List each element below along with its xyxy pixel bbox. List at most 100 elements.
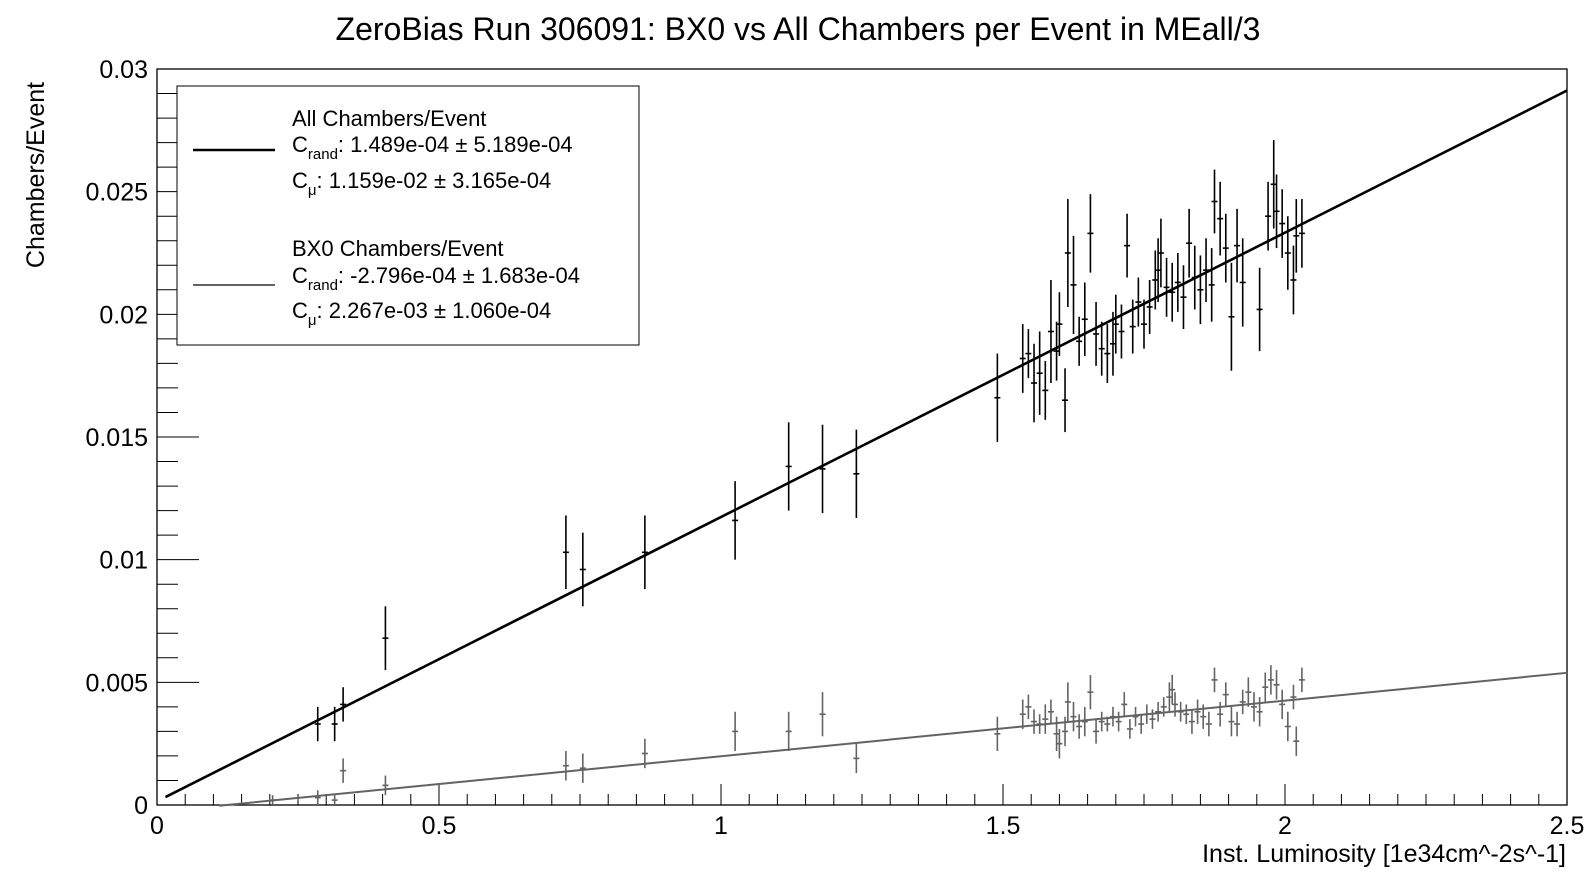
data-point (1135, 277, 1142, 327)
legend-series-name-bx0-chambers: BX0 Chambers/Event (292, 236, 504, 261)
x-tick-labels: 0 0.5 1 1.5 2 2.5 (150, 812, 1584, 840)
data-point (1062, 716, 1069, 747)
x-tick-label: 1 (714, 812, 728, 840)
data-point (732, 711, 739, 752)
x-tick-label: 2.5 (1550, 812, 1585, 840)
data-point (1270, 140, 1277, 229)
data-point (1273, 174, 1280, 249)
data-point (1290, 245, 1297, 315)
data-point (1109, 311, 1116, 376)
data-point (1203, 238, 1210, 303)
data-point (1169, 262, 1176, 322)
data-point (1256, 267, 1263, 352)
data-point (340, 758, 347, 783)
data-point (1047, 699, 1054, 725)
data-point (1293, 726, 1300, 756)
y-tick-label: 0.02 (99, 301, 148, 329)
fit-line (164, 89, 1568, 799)
data-point (1208, 248, 1215, 322)
data-point (1064, 682, 1071, 722)
data-point (382, 606, 389, 671)
data-point (1200, 704, 1207, 729)
data-point (1093, 719, 1100, 744)
data-point (1076, 714, 1083, 739)
data-point (853, 743, 860, 774)
data-point (1053, 716, 1060, 752)
data-point (641, 515, 648, 590)
data-point (314, 706, 321, 742)
chart-title: ZeroBias Run 306091: BX0 vs All Chambers… (336, 11, 1261, 47)
y-tick-label: 0 (134, 792, 148, 820)
data-point (1205, 711, 1212, 737)
data-point (331, 706, 338, 742)
data-point (1180, 265, 1187, 330)
data-point (1273, 670, 1280, 700)
x-tick-label: 0.5 (422, 812, 457, 840)
series-bx0-chambers (218, 665, 1568, 807)
axis-ticks (156, 68, 1568, 806)
data-point (1036, 714, 1043, 734)
y-tick-label: 0.03 (99, 56, 148, 84)
data-point (269, 795, 276, 805)
data-point (1047, 279, 1054, 384)
data-point (1064, 199, 1071, 307)
data-point (1104, 716, 1111, 732)
data-point (732, 481, 739, 560)
x-tick-label: 1.5 (986, 812, 1021, 840)
data-point (1222, 213, 1229, 283)
data-point (1160, 697, 1167, 717)
data-point (1293, 199, 1300, 273)
x-axis-label: Inst. Luminosity [1e34cm^-2s^-1] (1202, 840, 1566, 868)
data-point (1239, 689, 1246, 715)
data-point (1070, 235, 1077, 334)
data-point (1228, 706, 1235, 737)
data-point (1093, 302, 1100, 366)
data-point (1172, 692, 1179, 717)
data-point (1053, 321, 1060, 381)
data-point (1081, 282, 1088, 357)
legend: All Chambers/Event Crand: 1.489e-04 ± 5.… (176, 85, 640, 346)
data-point (1042, 360, 1049, 420)
data-point (1070, 701, 1077, 732)
data-point (1109, 706, 1116, 727)
data-point (1141, 299, 1147, 349)
data-point (1115, 711, 1122, 732)
data-point (331, 795, 338, 805)
data-point (1152, 250, 1159, 310)
data-point (1121, 692, 1128, 717)
data-point (1262, 672, 1269, 702)
data-point (1267, 665, 1274, 695)
data-point (579, 753, 586, 783)
data-point (1186, 208, 1193, 278)
data-point (1132, 706, 1139, 727)
data-point (1250, 692, 1257, 722)
data-point (994, 353, 1001, 442)
data-point (1290, 684, 1297, 710)
y-tick-label: 0.015 (85, 424, 148, 452)
data-point (1031, 343, 1038, 423)
y-tick-label: 0.01 (99, 547, 148, 575)
legend-cmu-all-chambers: Cμ: 1.159e-02 ± 3.165e-04 (292, 168, 551, 199)
x-tick-label: 0 (150, 812, 164, 840)
data-point (1025, 694, 1032, 720)
data-point (1174, 253, 1181, 312)
data-point (1056, 728, 1063, 759)
y-tick-label: 0.005 (85, 669, 148, 697)
data-point (1087, 194, 1094, 273)
data-point (382, 775, 389, 796)
data-point (1157, 218, 1164, 288)
data-point (1019, 699, 1026, 729)
data-point (1126, 719, 1133, 739)
legend-crand-all-chambers: Crand: 1.489e-04 ± 5.189e-04 (292, 132, 573, 163)
data-point (1222, 682, 1229, 707)
y-tick-label: 0.025 (85, 179, 148, 207)
legend-series-name-all-chambers: All Chambers/Event (292, 106, 486, 131)
data-point (1098, 321, 1105, 376)
data-point (819, 692, 826, 737)
y-axis-label: Chambers/Event (22, 82, 50, 268)
data-point (1239, 238, 1246, 327)
data-point (562, 751, 569, 781)
data-point (1245, 677, 1252, 707)
data-point (1081, 706, 1088, 737)
